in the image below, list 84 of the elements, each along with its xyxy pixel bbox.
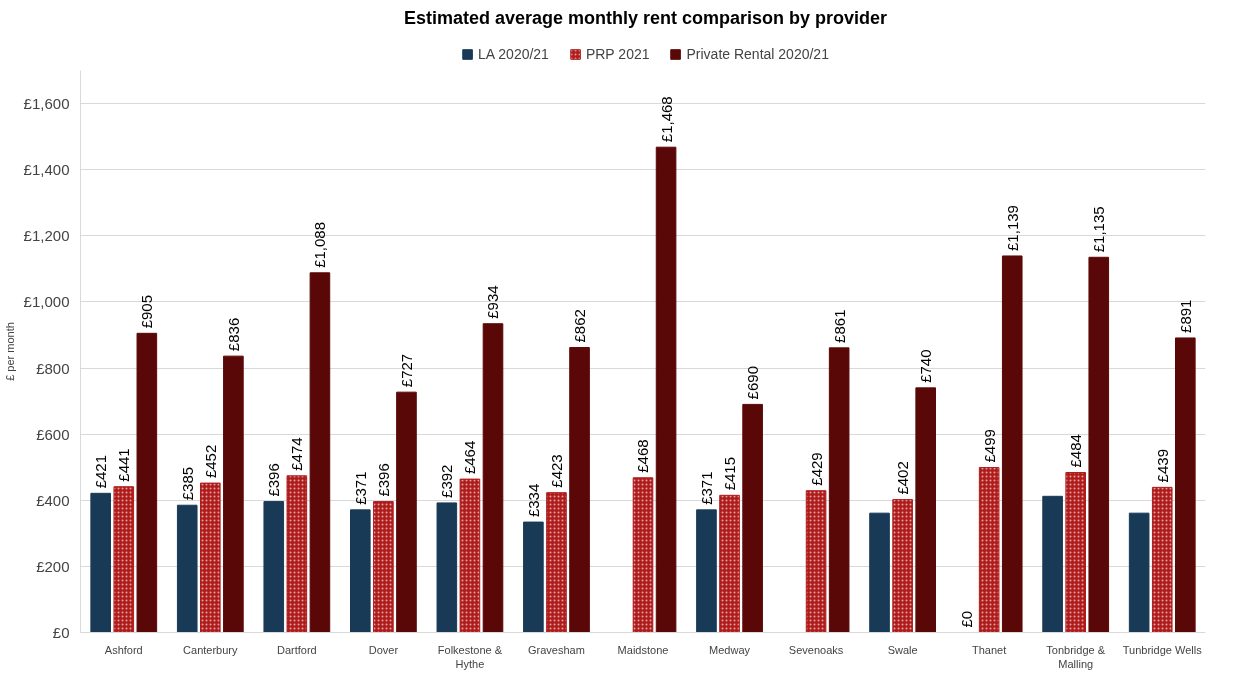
bar [223,355,244,633]
bar [396,391,417,633]
data-label: £392 [438,464,456,498]
data-label: £423 [547,454,565,488]
bar [742,403,763,633]
data-label: £464 [461,440,479,475]
bar [176,504,198,633]
bar [136,332,158,633]
x-tick-label: Tonbridge & Malling [1046,643,1106,670]
y-tick-label: £1,200 [23,227,70,245]
x-tick-label: Ashford [104,643,143,656]
data-label: £371 [697,471,715,505]
x-tick-label: Canterbury [183,643,239,656]
legend-label: Private Rental 2020/21 [686,46,829,62]
bar [655,146,677,633]
data-label: £499 [980,429,998,463]
bar [482,323,504,633]
bar [350,509,371,633]
y-tick-label: £1,600 [23,95,70,113]
y-tick-label: £800 [36,359,70,377]
data-label: £468 [634,439,652,473]
bar [1001,255,1023,633]
data-label: £452 [201,444,219,479]
bar [915,387,936,633]
x-tick-label: Thanet [972,643,1007,656]
data-label: £934 [484,285,502,319]
x-tick-label: Swale [887,643,918,656]
bar [828,347,850,633]
data-label: £439 [1153,449,1171,483]
data-label: £371 [351,471,369,505]
bar [436,502,458,633]
data-label: £334 [524,483,542,518]
data-label: £1,139 [1003,205,1021,251]
x-tick-label: Folkestone & Hythe [437,643,503,670]
data-label: £415 [721,456,739,491]
chart-title: Estimated average monthly rent comparison by provider [403,7,888,28]
y-tick-label: £1,000 [23,293,70,311]
data-label: £385 [178,466,196,501]
y-tick-label: £0 [52,624,70,641]
bar [569,347,590,633]
data-label: £862 [571,309,589,343]
y-axis-title: £ per month [3,322,16,381]
bar [90,492,111,633]
y-tick-label: £400 [36,491,70,509]
data-label: £1,468 [657,96,675,143]
data-label: £1,135 [1090,206,1108,253]
data-label: £836 [224,317,242,352]
data-label: £0 [957,610,975,628]
bar [309,272,331,633]
bar [696,509,717,633]
x-tick-label: Tunbridge Wells [1122,643,1203,656]
data-label: £421 [92,454,110,489]
data-label: £905 [138,294,156,329]
bar [1042,495,1063,633]
bar [263,501,285,633]
data-label: £396 [265,463,283,497]
data-label: £861 [830,309,848,343]
data-label: £891 [1176,299,1194,333]
x-tick-label: Dover [368,643,399,656]
data-label: £429 [807,452,825,486]
x-tick-label: Medway [709,643,751,656]
data-label: £1,088 [311,221,329,268]
x-tick-label: Gravesham [528,643,585,656]
legend-label: PRP 2021 [585,46,650,62]
legend-label: LA 2020/21 [478,46,549,62]
bar [869,512,890,633]
data-label: £690 [744,366,762,400]
bar [1088,256,1110,633]
y-tick-label: £600 [36,425,70,443]
bar [523,521,544,633]
data-label: £727 [397,353,415,388]
bar [1128,512,1150,633]
data-label: £402 [894,461,912,495]
bar [1175,337,1196,633]
data-label: £441 [115,448,133,482]
data-label: £474 [288,437,306,471]
x-tick-label: Sevenoaks [788,643,844,656]
data-label: £396 [374,463,392,497]
data-label: £740 [917,349,935,383]
y-tick-label: £1,400 [23,161,70,179]
data-label: £484 [1067,434,1085,468]
y-tick-label: £200 [36,557,70,575]
x-tick-label: Dartford [276,643,317,656]
x-tick-label: Maidstone [617,643,669,656]
